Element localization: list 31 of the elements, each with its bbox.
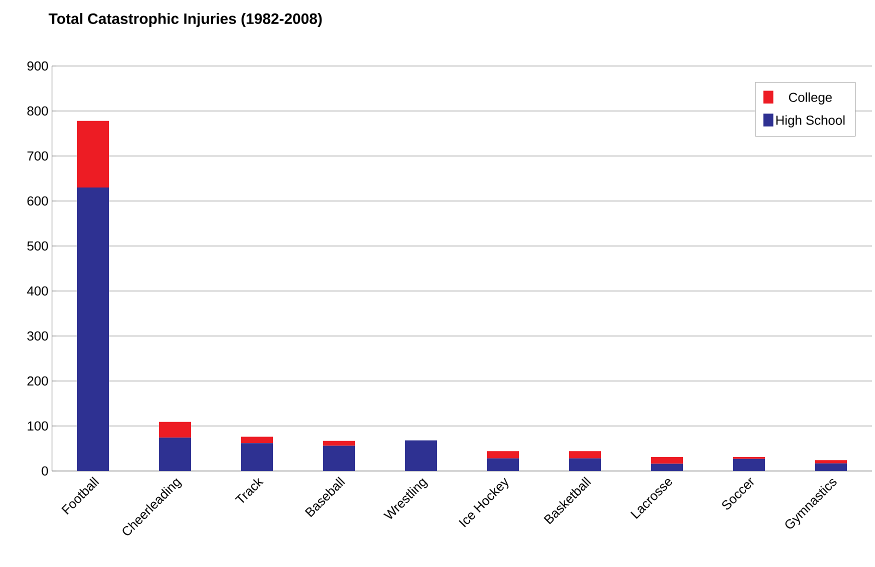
bar — [487, 451, 520, 458]
bar — [815, 463, 848, 471]
bar — [405, 440, 438, 471]
bar — [241, 443, 274, 471]
legend-label: College — [788, 92, 832, 105]
bar — [569, 458, 602, 471]
bar — [651, 457, 684, 464]
bar — [159, 438, 192, 471]
y-tick-label: 500 — [27, 241, 48, 251]
y-tick-label: 300 — [27, 331, 48, 341]
bar — [733, 458, 766, 471]
y-tick-label: 100 — [28, 421, 48, 431]
y-tick-label: 400 — [27, 286, 48, 296]
y-tick-label: 900 — [27, 61, 48, 71]
bar — [815, 460, 848, 464]
bar — [487, 458, 520, 471]
chart-title: Total Catastrophic Injuries (1982-2008) — [48, 13, 322, 27]
bar — [323, 446, 356, 471]
y-tick-label: 800 — [27, 106, 48, 116]
y-tick-label: 700 — [27, 151, 48, 161]
bar — [77, 120, 110, 188]
legend-label: High School — [776, 115, 845, 128]
bar — [77, 187, 110, 471]
bar — [651, 464, 684, 471]
y-tick-label: 600 — [27, 196, 48, 206]
bar — [569, 451, 602, 458]
y-tick-label: 0 — [42, 466, 48, 476]
bar — [159, 422, 192, 438]
bar — [323, 440, 356, 446]
y-tick-label: 200 — [27, 376, 48, 386]
bar — [241, 436, 274, 444]
